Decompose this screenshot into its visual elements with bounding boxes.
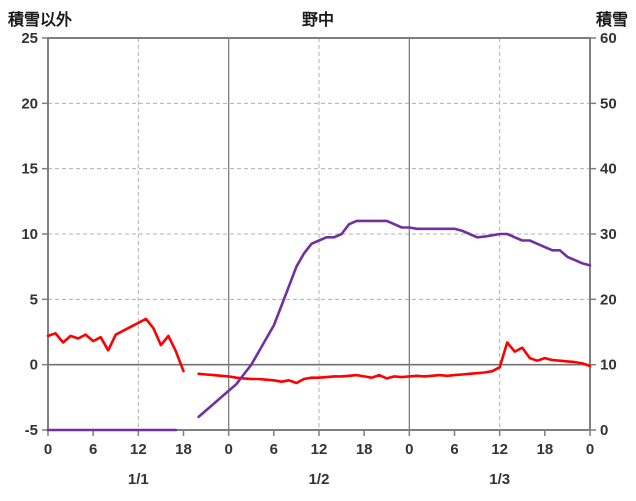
title-row: 積雪以外 野中 積雪 [0, 6, 636, 29]
right-tick-label: 10 [600, 357, 617, 374]
left-tick-label: 5 [30, 291, 38, 308]
right-tick-label: 30 [600, 226, 617, 243]
x-tick-label: 18 [175, 441, 192, 458]
left-tick-label: 10 [21, 226, 38, 243]
left-tick-label: 20 [21, 95, 38, 112]
day-label: 1/2 [309, 471, 330, 488]
right-tick-label: 40 [600, 161, 617, 178]
left-tick-label: 25 [21, 30, 38, 47]
day-label: 1/1 [128, 471, 149, 488]
x-tick-label: 0 [224, 441, 232, 458]
x-tick-label: 12 [130, 441, 147, 458]
x-tick-label: 12 [491, 441, 508, 458]
left-tick-label: 0 [30, 357, 38, 374]
right-axis-title: 積雪 [595, 12, 628, 29]
x-tick-label: 0 [44, 441, 52, 458]
left-tick-label: -5 [25, 422, 38, 439]
series-snow-depth [46, 219, 592, 432]
day-label: 1/3 [489, 471, 510, 488]
x-tick-label: 6 [270, 441, 278, 458]
x-tick-label: 6 [89, 441, 97, 458]
x-tick-label: 12 [311, 441, 328, 458]
x-tick-label: 0 [405, 441, 413, 458]
x-tick-label: 18 [356, 441, 373, 458]
chart-title: 野中 [301, 12, 334, 29]
right-tick-label: 20 [600, 291, 617, 308]
left-axis-title: 積雪以外 [8, 12, 73, 29]
x-tick-label: 0 [586, 441, 594, 458]
right-tick-label: 60 [600, 30, 617, 47]
right-tick-label: 0 [600, 422, 608, 439]
x-tick-label: 18 [536, 441, 553, 458]
x-tick-label: 6 [450, 441, 458, 458]
series-temperature [46, 317, 592, 385]
right-tick-label: 50 [600, 95, 617, 112]
left-tick-label: 15 [21, 161, 38, 178]
